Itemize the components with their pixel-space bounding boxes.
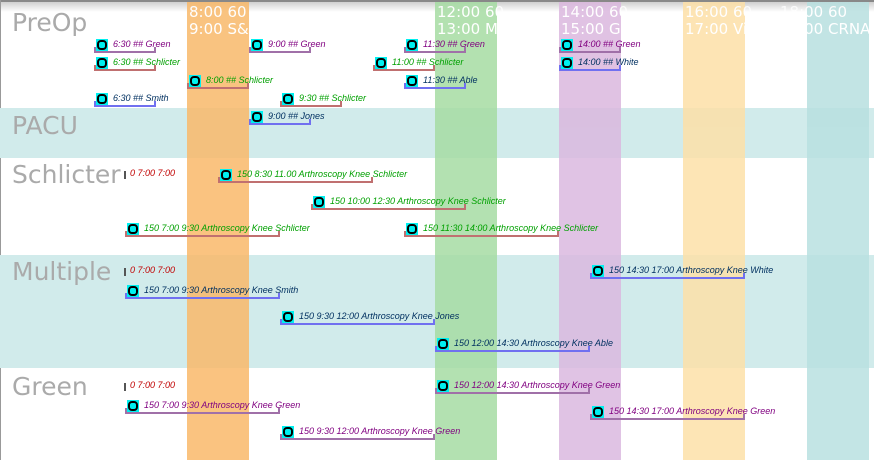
event-label: 150 9:30 12:00 Arthroscopy Knee Jones [299,311,460,321]
duration-bar[interactable] [125,293,280,299]
event-label: 150 14:30 17:00 Arthroscopy Knee White [609,265,774,275]
case-marker-icon[interactable] [375,57,387,69]
case-marker-icon[interactable] [282,426,294,438]
duration-bar[interactable] [94,65,156,71]
event-label: 150 8:30 11.00 Arthroscopy Knee Schlicte… [237,169,408,179]
case-marker-icon[interactable] [406,75,418,87]
time-column: 8:00 60 9:00 S&F [187,2,257,460]
event-label: 150 7:00 9:30 Arthroscopy Knee Green [144,400,301,410]
case-marker-icon[interactable] [220,169,232,181]
duration-bar[interactable] [280,319,435,325]
event-label: 11:00 ## Schlicter [392,57,464,67]
case-marker-icon[interactable] [282,311,294,323]
event-label: 6:30 ## Green [113,39,171,49]
event-label: 9:00 ## Green [268,39,326,49]
case-marker-icon[interactable] [189,75,201,87]
event-label: 9:30 ## Schlicter [299,93,367,103]
duration-bar[interactable] [125,408,280,414]
duration-bar[interactable] [311,204,466,210]
start-marker-icon [124,268,126,276]
duration-bar[interactable] [404,83,466,89]
case-marker-icon[interactable] [406,39,418,51]
time-column-label: 16:00 60 17:00 View [685,3,769,38]
duration-bar[interactable] [373,65,435,71]
case-marker-icon[interactable] [251,39,263,51]
event-label: 14:00 ## White [578,57,639,67]
event-label: 8:00 ## Schlicter [206,75,274,85]
case-marker-icon[interactable] [313,196,325,208]
event-label: 11:30 ## Green [423,39,485,49]
case-marker-icon[interactable] [561,39,573,51]
start-marker-label: 0 7:00 7:00 [130,380,176,390]
duration-bar[interactable] [559,47,621,53]
event-label: 150 12:00 14:30 Arthroscopy Knee Green [454,380,621,390]
event-label: 150 7:00 9:30 Arthroscopy Knee Schlicter [144,223,310,233]
case-marker-icon[interactable] [127,400,139,412]
case-marker-icon[interactable] [251,111,263,123]
duration-bar[interactable] [559,65,621,71]
start-marker-label: 0 7:00 7:00 [130,168,176,178]
case-marker-icon[interactable] [127,285,139,297]
case-marker-icon[interactable] [561,57,573,69]
time-column: 18:00 60 19:00 CRNA [780,2,870,460]
duration-bar[interactable] [404,47,466,53]
case-marker-icon[interactable] [282,93,294,105]
duration-bar[interactable] [218,177,373,183]
event-label: 9:00 ## Jones [268,111,325,121]
row-label-green: Green [12,372,88,401]
event-label: 150 11:30 14:00 Arthroscopy Knee Schlict… [423,223,599,233]
time-column-label: 12:00 60 13:00 MDA [437,3,520,38]
case-marker-icon[interactable] [96,93,108,105]
event-label: 150 10:00 12:30 Arthroscopy Knee Schlict… [330,196,506,206]
event-label: 11:30 ## Able [423,75,478,85]
duration-bar[interactable] [125,231,280,237]
duration-bar[interactable] [94,101,156,107]
event-label: 150 12:00 14:30 Arthroscopy Knee Able [454,338,613,348]
row-label-schlicter: Schlicter [12,160,121,189]
row-label-pacu: PACU [12,111,78,140]
event-label: 6:30 ## Smith [113,93,169,103]
case-marker-icon[interactable] [96,57,108,69]
left-border [0,0,1,460]
event-label: 14:00 ## Green [578,39,641,49]
duration-bar[interactable] [187,83,249,89]
case-marker-icon[interactable] [437,380,449,392]
duration-bar[interactable] [590,414,745,420]
time-column: 14:00 60 15:00 Going [559,2,653,460]
case-marker-icon[interactable] [437,338,449,350]
case-marker-icon[interactable] [96,39,108,51]
event-label: 150 9:30 12:00 Arthroscopy Knee Green [299,426,461,436]
duration-bar[interactable] [280,434,435,440]
duration-bar[interactable] [590,273,745,279]
duration-bar[interactable] [249,119,311,125]
event-label: 6:30 ## Schlicter [113,57,181,67]
duration-bar[interactable] [435,346,590,352]
start-marker-icon [124,171,126,179]
duration-bar[interactable] [404,231,559,237]
case-marker-icon[interactable] [127,223,139,235]
case-marker-icon[interactable] [406,223,418,235]
start-marker-label: 0 7:00 7:00 [130,265,176,275]
duration-bar[interactable] [249,47,311,53]
event-label: 150 14:30 17:00 Arthroscopy Knee Green [609,406,776,416]
case-marker-icon[interactable] [592,265,604,277]
case-marker-icon[interactable] [592,406,604,418]
row-label-multiple: Multiple [12,257,112,286]
time-column-label: 18:00 60 19:00 CRNA [780,3,871,38]
duration-bar[interactable] [94,47,156,53]
time-column-label: 14:00 60 15:00 Going [561,3,653,38]
duration-bar[interactable] [435,388,590,394]
duration-bar[interactable] [280,101,342,107]
event-label: 150 7:00 9:30 Arthroscopy Knee Smith [144,285,299,295]
start-marker-icon [124,383,126,391]
time-column: 16:00 60 17:00 View [683,2,769,460]
row-label-preop: PreOp [12,8,88,37]
time-column-label: 8:00 60 9:00 S&F [189,3,258,38]
